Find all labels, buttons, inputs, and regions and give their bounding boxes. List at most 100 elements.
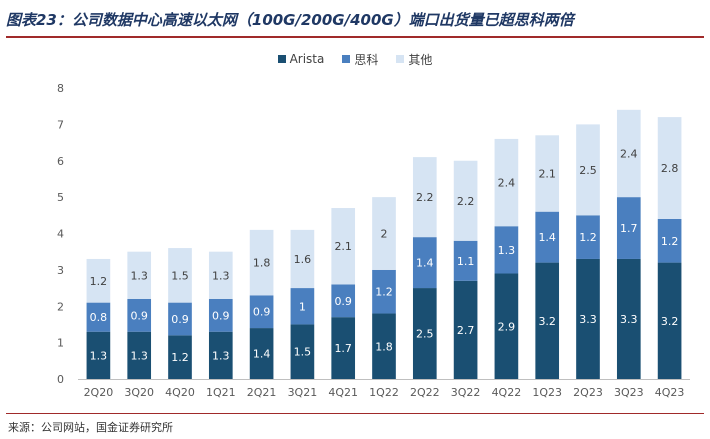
bar-segment-cisco	[168, 302, 192, 336]
legend-item-cisco: 思科	[342, 50, 378, 68]
x-tick-label: 2Q21	[247, 386, 277, 399]
legend-label-arista: Arista	[289, 52, 325, 66]
data-label-arista: 1.7	[334, 342, 352, 355]
title-divider	[6, 36, 704, 38]
bar-segment-cisco	[535, 211, 560, 263]
x-tick-label: 2Q22	[410, 386, 440, 399]
legend-swatch-other	[396, 55, 405, 63]
data-label-other: 2.5	[579, 164, 597, 177]
bar-segment-other	[616, 109, 641, 198]
bar-segment-cisco	[127, 298, 152, 332]
x-tick-label: 4Q21	[328, 386, 358, 399]
bar-segment-other	[453, 160, 478, 241]
bar-segment-cisco	[208, 298, 233, 332]
data-label-other: 2.2	[416, 191, 434, 204]
y-tick-label: 8	[57, 82, 64, 95]
x-tick-label: 1Q21	[206, 386, 236, 399]
bar-segment-other	[168, 248, 192, 303]
data-label-arista: 3.3	[579, 313, 597, 326]
data-label-other: 2	[381, 228, 388, 241]
bar-segment-other	[372, 197, 396, 270]
y-tick-label: 0	[57, 373, 64, 386]
data-label-cisco: 1.2	[661, 235, 679, 248]
bar-segment-cisco	[412, 237, 437, 289]
y-tick-label: 5	[57, 191, 64, 204]
bar-segment-other	[290, 229, 315, 289]
data-label-other: 1.3	[212, 269, 230, 282]
bar-segment-arista	[208, 331, 233, 379]
bar-segment-arista	[453, 280, 478, 379]
bar-segment-other	[249, 229, 274, 296]
data-label-cisco: 1.1	[457, 255, 475, 268]
bar-segment-cisco	[616, 197, 641, 259]
y-tick-label: 3	[57, 264, 64, 277]
data-label-cisco: 1.2	[375, 286, 393, 299]
bar-segment-cisco	[331, 284, 356, 318]
bar-segment-arista	[494, 273, 519, 379]
bar-segment-cisco	[249, 295, 274, 329]
x-tick-label: 3Q23	[614, 386, 644, 399]
bar-segment-arista	[331, 317, 356, 379]
data-label-cisco: 0.9	[171, 313, 189, 326]
bar-segment-other	[494, 138, 519, 227]
bar-segment-cisco	[453, 240, 478, 281]
data-label-cisco: 1.7	[620, 222, 638, 235]
x-tick-label: 4Q23	[655, 386, 685, 399]
bar-segment-arista	[290, 324, 315, 379]
legend-label-cisco: 思科	[354, 52, 379, 67]
source-divider	[6, 413, 704, 414]
legend-swatch-arista	[277, 55, 286, 63]
bar-segment-other	[208, 251, 233, 299]
y-tick-label: 4	[57, 228, 64, 241]
bar-segment-arista	[249, 328, 274, 379]
bar-segment-cisco	[494, 226, 519, 274]
bar-segment-other	[86, 258, 111, 303]
data-label-cisco: 0.8	[90, 311, 108, 324]
data-label-other: 1.5	[171, 269, 189, 282]
data-label-arista: 1.8	[375, 340, 393, 353]
bar-segment-cisco	[372, 269, 396, 314]
data-label-cisco: 1.4	[416, 257, 434, 270]
data-label-arista: 3.2	[538, 315, 556, 328]
bar-segment-other	[412, 157, 437, 238]
data-label-arista: 1.4	[253, 348, 271, 361]
data-label-other: 2.4	[620, 147, 638, 160]
bar-segment-arista	[127, 331, 152, 379]
data-label-other: 2.1	[538, 167, 556, 180]
x-tick-label: 2Q23	[573, 386, 603, 399]
x-tick-label: 3Q21	[288, 386, 318, 399]
chart-title: 图表23：公司数据中心高速以太网（100G/200G/400G）端口出货量已超思…	[6, 11, 574, 29]
data-label-arista: 1.3	[90, 349, 108, 362]
data-label-arista: 3.3	[620, 313, 638, 326]
data-label-other: 1.3	[130, 269, 148, 282]
data-label-other: 2.1	[334, 240, 352, 253]
bar-segment-arista	[535, 262, 560, 379]
data-label-arista: 2.5	[416, 328, 434, 341]
bar-segment-arista	[168, 335, 192, 379]
bar-segment-other	[127, 251, 152, 299]
data-label-cisco: 0.9	[212, 309, 230, 322]
y-tick-label: 1	[57, 337, 64, 350]
data-label-cisco: 0.9	[253, 306, 271, 319]
data-label-arista: 1.3	[130, 349, 148, 362]
legend: Arista 思科 其他	[0, 50, 710, 68]
data-label-arista: 2.7	[457, 324, 475, 337]
x-tick-label: 1Q23	[532, 386, 562, 399]
source-note: 来源：公司网站，国金证券研究所	[8, 421, 173, 434]
y-tick-label: 2	[57, 300, 64, 313]
data-label-arista: 1.2	[171, 351, 189, 364]
data-label-other: 2.2	[457, 195, 475, 208]
bar-segment-other	[657, 117, 682, 219]
data-label-cisco: 1.2	[579, 231, 597, 244]
bar-segment-arista	[616, 258, 641, 379]
data-label-arista: 1.3	[212, 349, 230, 362]
data-label-other: 1.8	[253, 257, 271, 270]
data-label-cisco: 0.9	[130, 309, 148, 322]
data-label-cisco: 1	[299, 300, 306, 313]
x-tick-label: 4Q22	[492, 386, 522, 399]
x-tick-label: 3Q20	[124, 386, 154, 399]
x-tick-label: 3Q22	[451, 386, 481, 399]
x-tick-label: 4Q20	[165, 386, 195, 399]
data-label-cisco: 1.4	[538, 231, 556, 244]
bar-segment-arista	[576, 258, 600, 379]
